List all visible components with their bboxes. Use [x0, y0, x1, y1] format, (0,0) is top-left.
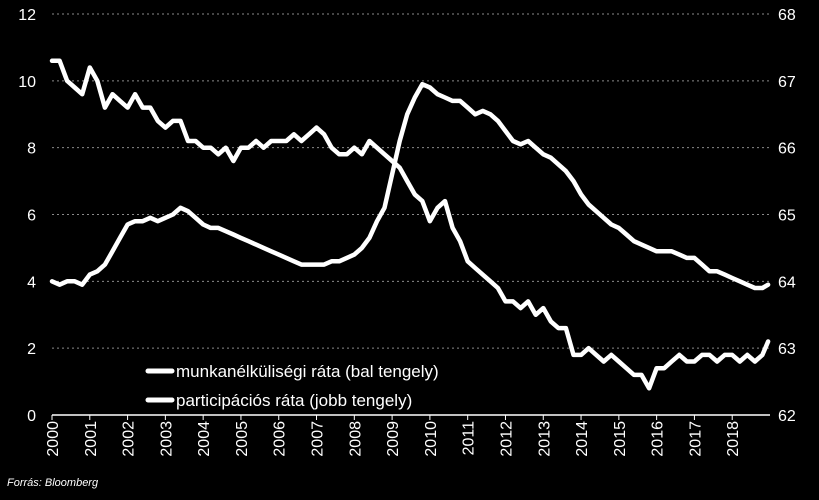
- legend: munkanélküliségi ráta (bal tengely) part…: [145, 362, 439, 410]
- left-axis-ticks: 0 2 4 6 8 10 12: [18, 7, 36, 425]
- x-tick-label: 2006: [272, 421, 289, 457]
- left-tick-label: 12: [18, 7, 36, 24]
- right-axis-ticks: 62 63 64 65 66 67 68: [778, 7, 796, 425]
- right-tick-label: 62: [778, 408, 796, 425]
- right-tick-label: 63: [778, 341, 796, 358]
- x-tick-label: 2000: [45, 421, 62, 457]
- x-tick-label: 2005: [234, 421, 251, 457]
- right-tick-label: 65: [778, 208, 796, 225]
- source-note: Forrás: Bloomberg: [7, 477, 99, 489]
- right-tick-label: 67: [778, 74, 796, 91]
- series-line-unemployment: [49, 81, 771, 291]
- left-tick-label: 4: [27, 274, 36, 291]
- x-tick-label: 2004: [196, 421, 213, 457]
- x-tick-label: 2011: [461, 421, 478, 456]
- x-tick-label: 2016: [650, 421, 667, 457]
- series-line-participation: [49, 58, 771, 391]
- x-tick-label: 2001: [83, 421, 100, 457]
- left-tick-label: 2: [27, 341, 36, 358]
- x-tick-label: 2009: [385, 421, 402, 457]
- gridlines: [52, 13, 770, 349]
- left-tick-label: 8: [27, 141, 36, 158]
- legend-label-unemployment: munkanélküliségi ráta (bal tengely): [176, 362, 439, 381]
- x-tick-label: 2003: [158, 421, 175, 457]
- x-tick-label: 2018: [725, 421, 742, 457]
- left-tick-label: 6: [27, 208, 36, 225]
- x-tick-label: 2013: [536, 421, 553, 457]
- x-tick-label: 2010: [423, 421, 440, 457]
- x-tick-label: 2012: [498, 421, 515, 457]
- series-layer: [49, 58, 771, 391]
- right-tick-label: 64: [778, 274, 796, 291]
- x-tick-label: 2017: [687, 421, 704, 457]
- left-tick-label: 0: [27, 408, 36, 425]
- x-axis-ticks: 2000 2001 2002 2003 2004 2005 2006 2007 2008 2009…: [45, 414, 770, 457]
- x-tick-label: 2007: [310, 421, 327, 457]
- x-tick-label: 2015: [612, 421, 629, 457]
- left-tick-label: 10: [18, 74, 36, 91]
- right-tick-label: 68: [778, 7, 796, 24]
- x-tick-label: 2002: [121, 421, 138, 457]
- x-tick-label: 2008: [347, 421, 364, 457]
- right-tick-label: 66: [778, 141, 796, 158]
- legend-label-participation: participációs ráta (jobb tengely): [176, 391, 412, 410]
- x-tick-label: 2014: [574, 421, 591, 457]
